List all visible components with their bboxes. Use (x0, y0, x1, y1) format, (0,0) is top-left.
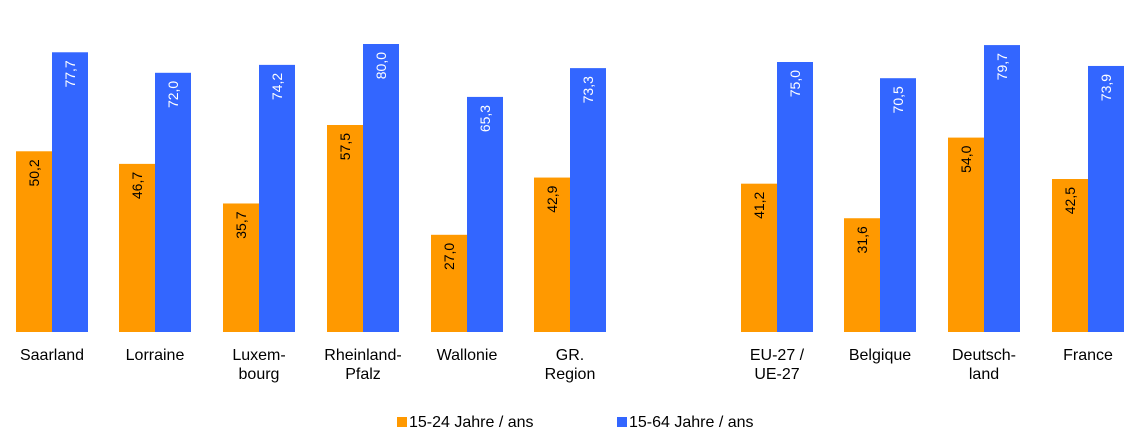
category-label-8-0: Deutsch- (952, 347, 1016, 364)
bar-s1-2 (223, 203, 259, 332)
category-label-5-1: Region (545, 366, 596, 383)
data-label-s1-2: 35,7 (233, 211, 249, 238)
data-label-s2-4: 65,3 (477, 105, 493, 132)
data-label-s1-6: 41,2 (751, 191, 767, 218)
category-labels: Saarland Lorraine Luxem-bourg Rheinland- Pfa… (20, 347, 1113, 383)
data-label-s2-2: 74,2 (269, 73, 285, 100)
bar-s1-1 (119, 163, 155, 332)
bar-s1-3 (327, 125, 363, 332)
bar-s2-2 (259, 64, 295, 332)
bar-s2-8 (984, 45, 1020, 333)
category-label-2-0: Luxem- (232, 347, 285, 364)
category-label-7-0: Belgique (849, 347, 911, 364)
bar-s1-0 (16, 151, 52, 332)
data-label-s1-0: 50,2 (26, 159, 42, 186)
data-label-s1-3: 57,5 (337, 133, 353, 160)
data-label-s2-8: 79,7 (994, 53, 1010, 80)
data-label-s1-1: 46,7 (129, 172, 145, 199)
data-label-s2-6: 75,0 (787, 70, 803, 97)
legend-label-1: 15-24 Jahre / ans (409, 414, 534, 431)
bars-group: 50,2 77,7 46,7 72,0 35,7 74,2 57,5 80,0 27,0 65,3… (16, 44, 1124, 333)
bar-s2-5 (570, 68, 606, 333)
bar-s1-5 (534, 177, 570, 332)
bar-s2-1 (155, 72, 191, 333)
data-label-s1-4: 27,0 (441, 243, 457, 270)
data-label-s2-5: 73,3 (580, 76, 596, 103)
bar-s2-4 (467, 96, 503, 332)
category-label-9-0: France (1063, 347, 1113, 364)
data-label-s2-1: 72,0 (165, 81, 181, 108)
legend-label-2: 15-64 Jahre / ans (629, 414, 754, 431)
data-label-s2-0: 77,7 (62, 60, 78, 87)
data-label-s1-5: 42,9 (544, 185, 560, 212)
category-label-3-1: Pfalz (345, 366, 381, 383)
data-label-s2-3: 80,0 (373, 52, 389, 79)
category-label-3-0: Rheinland- (324, 347, 401, 364)
bar-s2-7 (880, 78, 916, 332)
bar-s2-9 (1088, 65, 1124, 333)
data-label-s1-7: 31,6 (854, 226, 870, 253)
category-label-8-1: land (969, 366, 999, 383)
category-label-5-0: GR. (556, 347, 584, 364)
category-label-0-0: Saarland (20, 347, 84, 364)
legend-swatch-2 (617, 417, 627, 427)
data-label-s2-9: 73,9 (1098, 74, 1114, 101)
data-label-s1-9: 42,5 (1062, 187, 1078, 214)
bar-s1-6 (741, 183, 777, 332)
bar-s1-7 (844, 218, 880, 332)
bar-s1-4 (431, 234, 467, 332)
bar-s2-6 (777, 62, 813, 332)
data-label-s2-7: 70,5 (890, 86, 906, 113)
category-label-6-0: EU-27 / (750, 347, 805, 364)
legend: 15-24 Jahre / ans 15-64 Jahre / ans (397, 414, 754, 431)
category-label-6-1: UE-27 (754, 366, 799, 383)
bar-s1-9 (1052, 179, 1088, 332)
bar-s2-0 (52, 52, 88, 332)
bar-s1-8 (948, 137, 984, 332)
data-label-s1-8: 54,0 (958, 145, 974, 172)
category-label-2-1: bourg (239, 366, 280, 383)
category-label-1-0: Lorraine (126, 347, 185, 364)
bar-s2-3 (363, 44, 399, 332)
category-label-4-0: Wallonie (437, 347, 498, 364)
legend-swatch-1 (397, 417, 407, 427)
